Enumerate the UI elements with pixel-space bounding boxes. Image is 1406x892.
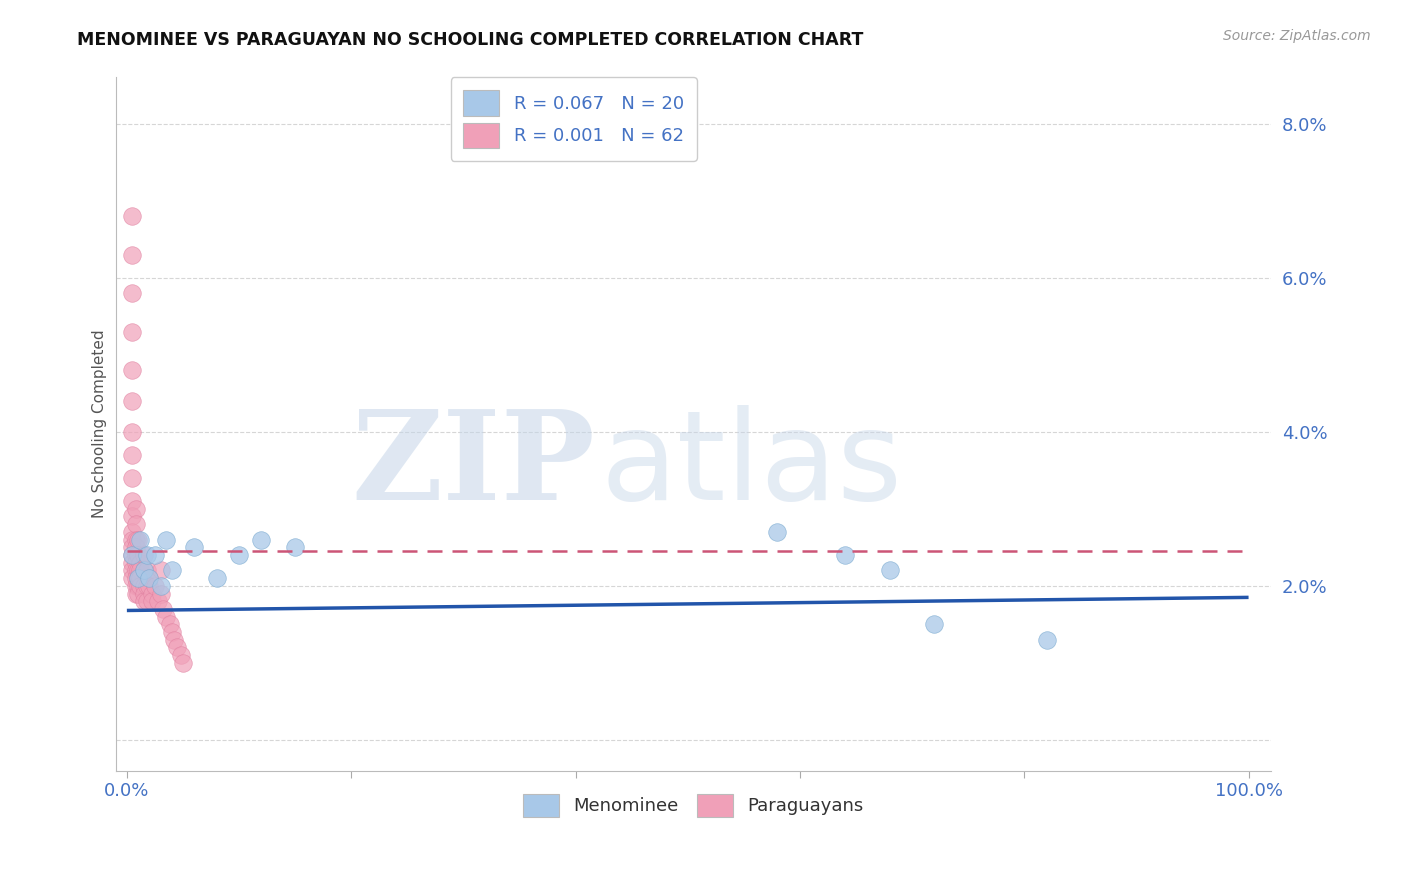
- Point: [121, 425, 143, 439]
- Point: [143, 579, 166, 593]
- Point: [121, 541, 143, 555]
- Text: Source: ZipAtlas.com: Source: ZipAtlas.com: [1223, 29, 1371, 43]
- Point: [924, 617, 946, 632]
- Point: [152, 602, 174, 616]
- Point: [136, 579, 159, 593]
- Point: [121, 448, 143, 462]
- Point: [125, 563, 148, 577]
- Point: [121, 471, 143, 485]
- Point: [172, 656, 194, 670]
- Point: [141, 586, 163, 600]
- Point: [160, 563, 183, 577]
- Point: [125, 579, 148, 593]
- Point: [121, 494, 143, 508]
- Point: [132, 563, 155, 577]
- Point: [136, 594, 159, 608]
- Point: [834, 548, 856, 562]
- Point: [121, 524, 143, 539]
- Text: atlas: atlas: [600, 405, 903, 526]
- Point: [127, 586, 149, 600]
- Point: [127, 563, 149, 577]
- Point: [121, 394, 143, 409]
- Point: [121, 533, 143, 547]
- Point: [121, 247, 143, 261]
- Point: [149, 579, 172, 593]
- Point: [166, 640, 188, 655]
- Point: [129, 579, 152, 593]
- Point: [125, 541, 148, 555]
- Point: [170, 648, 193, 662]
- Point: [205, 571, 228, 585]
- Point: [132, 563, 155, 577]
- Point: [138, 579, 160, 593]
- Point: [127, 579, 149, 593]
- Point: [127, 571, 149, 585]
- Point: [129, 563, 152, 577]
- Point: [284, 541, 307, 555]
- Point: [1035, 632, 1057, 647]
- Point: [125, 556, 148, 570]
- Point: [159, 617, 181, 632]
- Point: [121, 563, 143, 577]
- Point: [125, 571, 148, 585]
- Point: [132, 579, 155, 593]
- Point: [136, 563, 159, 577]
- Point: [132, 548, 155, 562]
- Point: [250, 533, 273, 547]
- Point: [121, 571, 143, 585]
- Point: [129, 533, 152, 547]
- Point: [127, 533, 149, 547]
- Point: [228, 548, 250, 562]
- Point: [121, 363, 143, 377]
- Point: [125, 517, 148, 532]
- Point: [129, 556, 152, 570]
- Point: [879, 563, 901, 577]
- Point: [160, 625, 183, 640]
- Point: [127, 571, 149, 585]
- Legend: Menominee, Paraguayans: Menominee, Paraguayans: [516, 787, 870, 824]
- Point: [148, 594, 170, 608]
- Point: [121, 325, 143, 339]
- Point: [121, 509, 143, 524]
- Y-axis label: No Schooling Completed: No Schooling Completed: [93, 330, 107, 518]
- Point: [183, 541, 205, 555]
- Point: [125, 586, 148, 600]
- Point: [163, 632, 186, 647]
- Point: [143, 548, 166, 562]
- Point: [132, 594, 155, 608]
- Point: [155, 533, 177, 547]
- Point: [138, 571, 160, 585]
- Point: [127, 548, 149, 562]
- Text: ZIP: ZIP: [352, 405, 595, 526]
- Point: [121, 548, 143, 562]
- Point: [136, 548, 159, 562]
- Point: [121, 548, 143, 562]
- Point: [132, 586, 155, 600]
- Point: [129, 571, 152, 585]
- Point: [138, 571, 160, 585]
- Point: [121, 556, 143, 570]
- Text: MENOMINEE VS PARAGUAYAN NO SCHOOLING COMPLETED CORRELATION CHART: MENOMINEE VS PARAGUAYAN NO SCHOOLING COM…: [77, 31, 863, 49]
- Point: [121, 209, 143, 223]
- Point: [149, 563, 172, 577]
- Point: [141, 594, 163, 608]
- Point: [125, 533, 148, 547]
- Point: [125, 501, 148, 516]
- Point: [121, 286, 143, 301]
- Point: [155, 609, 177, 624]
- Point: [149, 586, 172, 600]
- Point: [766, 524, 789, 539]
- Point: [125, 548, 148, 562]
